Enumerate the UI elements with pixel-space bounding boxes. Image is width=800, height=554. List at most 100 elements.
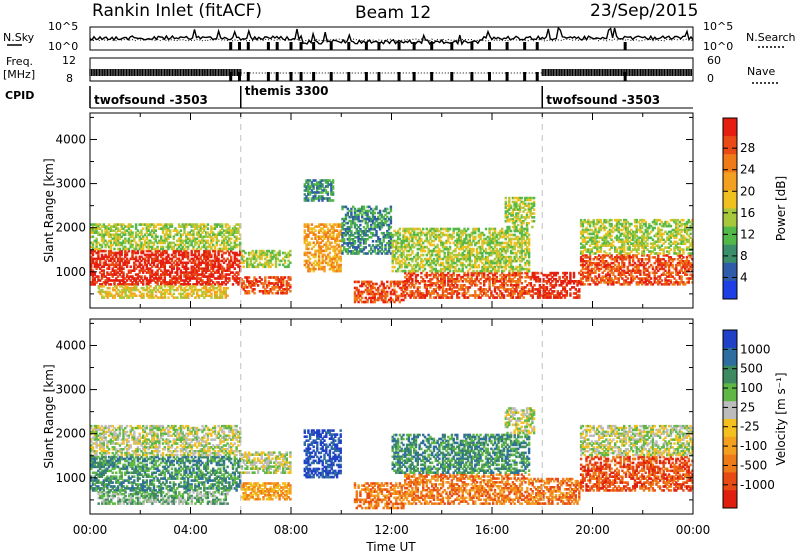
echo-cell <box>377 223 380 227</box>
echo-cell <box>129 225 132 228</box>
echo-cell <box>118 273 122 276</box>
echo-cell <box>440 273 443 277</box>
echo-cell <box>124 277 127 280</box>
echo-cell <box>129 269 132 272</box>
echo-cell <box>335 259 339 263</box>
echo-cell <box>226 286 229 290</box>
echo-cell <box>109 279 113 282</box>
echo-cell <box>190 233 193 237</box>
echo-cell <box>490 249 493 253</box>
echo-cell <box>312 265 315 269</box>
echo-cell <box>400 255 403 259</box>
echo-cell <box>308 227 312 230</box>
echo-cell <box>314 179 317 182</box>
echo-cell <box>440 275 443 279</box>
echo-cell <box>402 241 405 245</box>
echo-cell <box>481 255 484 259</box>
echo-cell <box>194 285 197 288</box>
echo-cell <box>355 227 358 231</box>
echo-cell <box>497 241 500 245</box>
echo-cell <box>107 263 111 267</box>
echo-cell <box>362 238 366 241</box>
echo-cell <box>454 249 457 253</box>
echo-cell <box>508 239 511 243</box>
echo-cell <box>525 214 529 217</box>
echo-cell <box>204 261 208 265</box>
echo-cell <box>156 247 159 251</box>
echo-cell <box>465 253 468 257</box>
echo-cell <box>199 294 202 297</box>
echo-cell <box>308 261 312 265</box>
echo-cell <box>384 248 387 251</box>
echo-cell <box>319 267 323 271</box>
echo-cell <box>167 233 170 237</box>
echo-cell <box>429 292 432 295</box>
echo-cell <box>113 257 116 261</box>
echo-cell <box>370 231 373 235</box>
echo-cell <box>524 267 527 271</box>
echo-cell <box>133 265 136 269</box>
echo-cell <box>506 273 509 277</box>
echo-cell <box>240 284 244 287</box>
echo-cell <box>201 281 204 284</box>
echo-cell <box>456 257 459 261</box>
echo-cell <box>429 263 432 267</box>
echo-cell <box>221 227 224 230</box>
echo-cell <box>368 292 371 296</box>
echo-cell <box>472 229 475 233</box>
echo-cell <box>527 249 531 253</box>
echo-cell <box>475 273 479 277</box>
echo-cell <box>362 207 366 211</box>
echo-cell <box>90 271 93 274</box>
echo-cell <box>136 259 140 263</box>
echo-cell <box>328 233 332 236</box>
echo-cell <box>425 231 428 235</box>
echo-cell <box>156 273 159 276</box>
echo-cell <box>102 235 105 239</box>
echo-cell <box>276 257 279 261</box>
echo-cell <box>90 283 93 286</box>
echo-cell <box>522 292 525 295</box>
echo-cell <box>486 243 489 247</box>
echo-cell <box>195 225 199 228</box>
echo-cell <box>382 294 385 298</box>
echo-cell <box>106 257 109 261</box>
echo-cell <box>151 251 154 255</box>
echo-cell <box>481 233 484 237</box>
echo-cell <box>129 239 132 243</box>
echo-cell <box>418 265 421 269</box>
echo-cell <box>416 227 419 231</box>
echo-cell <box>524 292 527 295</box>
echo-cell <box>181 245 184 249</box>
echo-cell <box>466 251 470 255</box>
echo-cell <box>323 253 326 257</box>
echo-cell <box>339 223 342 226</box>
echo-cell <box>504 241 507 245</box>
echo-cell <box>382 298 385 302</box>
echo-cell <box>285 282 288 285</box>
echo-cell <box>111 225 114 228</box>
echo-cell <box>483 282 486 285</box>
echo-cell <box>517 282 520 285</box>
echo-cell <box>405 273 409 277</box>
echo-cell <box>239 265 242 269</box>
echo-cell <box>283 251 287 255</box>
echo-cell <box>341 238 344 241</box>
echo-cell <box>143 253 147 257</box>
echo-cell <box>167 292 170 296</box>
echo-cell <box>160 261 163 265</box>
echo-cell <box>127 269 131 272</box>
echo-cell <box>328 183 331 186</box>
echo-cell <box>526 227 529 231</box>
echo-cell <box>508 294 511 297</box>
echo-cell <box>183 223 186 226</box>
echo-cell <box>308 191 312 194</box>
echo-cell <box>145 255 148 259</box>
echo-cell <box>508 280 511 283</box>
echo-cell <box>219 229 222 232</box>
echo-cell <box>389 219 393 223</box>
echo-cell <box>335 261 339 265</box>
echo-cell <box>119 294 122 297</box>
echo-cell <box>192 257 195 261</box>
